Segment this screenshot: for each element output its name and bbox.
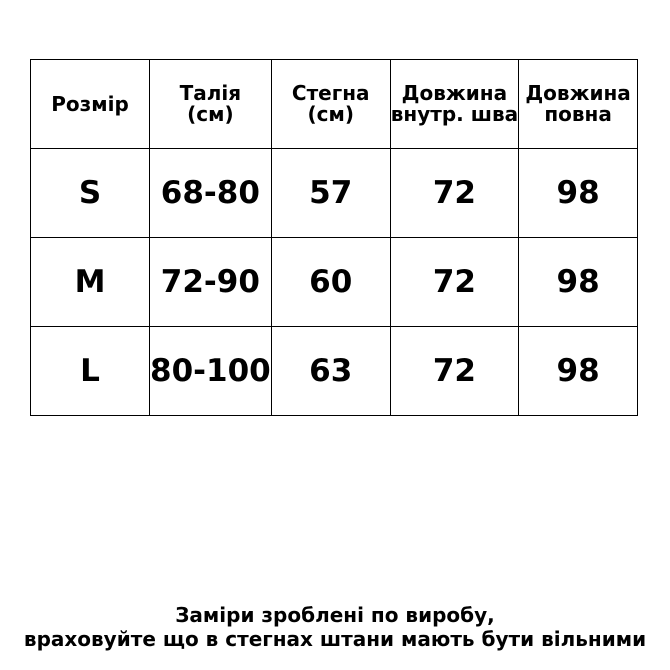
size-table: Розмір Талія (см) Стегна (см) Довжина внутр. ш… (30, 59, 639, 416)
header-cell: Стегна (см) (270, 59, 391, 149)
header-row: Розмір Талія (см) Стегна (см) Довжина внутр. ш… (30, 59, 639, 149)
header-cell: Довжина повна (518, 59, 639, 149)
header-text: Стегна (291, 81, 370, 105)
table-cell: 98 (518, 148, 639, 238)
table-row: L 80-100 63 72 98 (30, 326, 639, 416)
header-text: Довжина (401, 81, 508, 105)
header-text: повна (544, 102, 612, 126)
table-cell: 72 (389, 326, 520, 416)
table-cell: 72-90 (149, 237, 272, 327)
header-cell: Розмір (30, 59, 150, 149)
header-text: Розмір (51, 91, 129, 116)
table-cell: 72 (389, 148, 520, 238)
header-text: (см) (187, 102, 234, 126)
table-cell: 57 (270, 148, 391, 238)
note: Заміри зроблені по виробу, враховуйте що … (0, 603, 670, 651)
header-cell: Довжина внутр. шва (389, 59, 520, 149)
header-text: Довжина (525, 81, 631, 105)
header-text: (см) (307, 102, 354, 126)
table-cell: 60 (270, 237, 391, 327)
header-cell: Талія (см) (149, 59, 272, 149)
table-cell: 98 (518, 326, 639, 416)
table-row: S 68-80 57 72 98 (30, 148, 639, 238)
table-cell: S (30, 148, 150, 238)
header-text: Талія (179, 81, 242, 105)
table-cell: 72 (389, 237, 520, 327)
header-text: внутр. шва (390, 102, 519, 126)
table-row: M 72-90 60 72 98 (30, 237, 639, 327)
table-cell: 68-80 (149, 148, 272, 238)
table-cell: 63 (270, 326, 391, 416)
table-cell: 98 (518, 237, 639, 327)
table-cell: 80-100 (149, 326, 272, 416)
table-header: Розмір Талія (см) Стегна (см) Довжина внутр. ш… (30, 59, 639, 149)
table-body: S 68-80 57 72 98 M 72-90 60 72 98 L 80-100 63 72 98 (30, 148, 639, 416)
note-line: Заміри зроблені по виробу, (175, 603, 495, 627)
note-line: враховуйте що в стегнах штани мають бути… (23, 627, 647, 651)
table-cell: L (30, 326, 150, 416)
table-cell: M (30, 237, 150, 327)
